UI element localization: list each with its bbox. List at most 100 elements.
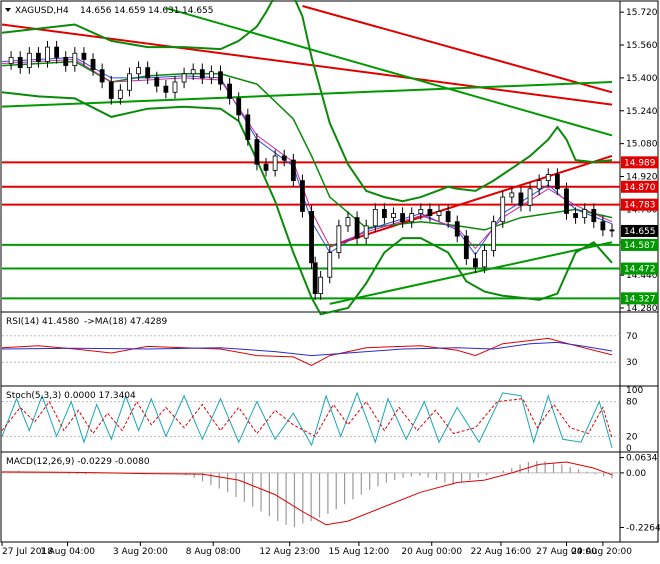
rsi-series [1,337,613,367]
candle-body [509,192,515,198]
candle-body [312,262,318,295]
candle-body [482,250,487,268]
candle-body [463,235,469,260]
trendline [165,7,613,137]
candle-body [427,208,433,216]
candle-body [609,229,615,232]
x-tick-label: 1 Aug 04:00 [40,547,95,557]
candle-body [117,89,123,99]
candle-body [227,83,233,99]
stoch-tick-label: 20 [626,432,638,442]
candle-body [218,71,223,85]
candle-body [300,180,305,212]
stoch-title: Stoch(5,3,3) 0.0000 17.3404 [6,391,136,401]
ohlc-value: 14.656 [80,6,112,16]
x-tick-label: 27 Aug 04:00 [536,547,597,557]
candle-body [199,69,205,79]
candle-body [409,213,415,223]
rsi-tick-label: 70 [626,332,638,342]
candle-body [99,69,105,83]
x-tick-label: 8 Aug 08:00 [186,547,241,557]
macd-title: MACD(12,26,9) -0.0229 -0.0080 [6,457,150,467]
level-label-bg [621,156,658,169]
level-label: 14.587 [624,241,656,251]
y-tick-label: 15.560 [626,41,658,51]
candle-body [327,252,333,278]
candle-body [381,208,387,219]
rsi-title: RSI(14) 41.4580 [6,317,79,327]
macd-tick-label: 0.00 [626,469,646,479]
dropdown-triangle [5,8,11,12]
candle-body [190,69,196,75]
bollinger-lower [1,91,613,316]
candle-body [17,56,23,69]
level-label-bg [621,292,658,305]
level-label-bg [621,180,658,193]
candle-body [36,52,41,62]
rsi-tick-label: 30 [626,358,638,368]
candle-body [54,46,60,58]
candle-body [372,208,378,227]
x-tick-label: 22 Aug 16:00 [471,547,532,557]
candle-body [336,225,342,253]
candle-body [354,217,360,239]
current-price-label: 14.655 [624,227,656,237]
stoch-main [1,391,613,449]
candle-body [445,211,451,223]
candle-body [263,163,269,171]
candle-body [573,213,578,219]
stoch-tick-label: 100 [626,386,643,396]
candle-body [318,276,324,295]
x-tick-label: 3 Aug 20:00 [113,547,168,557]
candle-body [500,196,506,223]
candle-body [181,73,187,83]
candle-body [473,258,478,268]
trendline [1,81,613,108]
candle-body [545,174,551,182]
candle-body [127,73,132,91]
candle-body [290,159,296,182]
candle-body [536,180,542,190]
current-price-bg [621,224,658,237]
stoch-tick-label: 80 [626,398,638,408]
ohlc-value: 14.655 [182,6,214,16]
candle-body [72,52,78,66]
candle-body [281,155,287,161]
candle-body [491,221,497,251]
candle-body [136,67,141,75]
y-tick-label: 14.280 [626,304,658,314]
rsi-series [1,341,613,357]
candle-body [309,211,314,264]
x-tick-label: 29 Aug 20:00 [571,547,632,557]
candle-body [527,188,533,206]
y-tick-label: 14.440 [626,271,658,281]
candle-body [391,213,396,219]
level-label: 14.783 [624,201,656,211]
x-tick-label: 12 Aug 23:00 [259,547,320,557]
chart-title: XAGUSD,H4 [15,6,69,16]
candle-body [245,114,251,140]
rsi-ma-label: ->MA(18) 47.4289 [84,317,168,327]
y-tick-label: 14.920 [626,173,658,183]
candle-body [254,139,260,165]
candle-body [209,71,214,79]
trendline [329,241,613,305]
x-tick-label: 15 Aug 12:00 [329,547,390,557]
level-label-bg [621,198,658,211]
moving-average [1,56,613,256]
candle-body [272,155,278,171]
level-label: 14.989 [624,158,656,168]
stoch-tick-label: 0 [626,444,632,454]
candle-body [108,81,114,99]
y-tick-label: 15.720 [626,8,658,18]
candle-body [363,225,369,239]
candle-body [400,213,405,223]
x-tick-label: 27 Jul 2018 [2,547,53,557]
candle-body [454,221,460,237]
candle-body [518,192,524,206]
candle-body [63,56,69,66]
candle-body [163,85,169,93]
ohlc-value: 14.631 [148,6,180,16]
level-label: 14.327 [624,294,656,304]
candle-body [564,188,569,214]
